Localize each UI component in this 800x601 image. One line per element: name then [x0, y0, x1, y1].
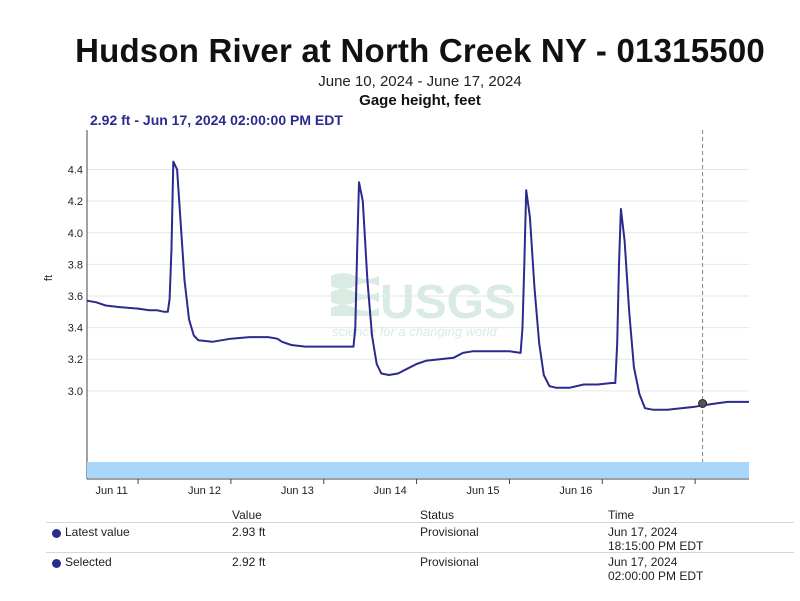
- grid-lines: [87, 169, 749, 392]
- row-value: 2.92 ft: [232, 555, 266, 569]
- x-tick-label: Jun 17: [652, 485, 685, 497]
- row-time-date: Jun 17, 2024: [608, 525, 678, 539]
- y-tick-label: 4.2: [68, 196, 83, 208]
- date-range: June 10, 2024 - June 17, 2024: [318, 73, 522, 90]
- parameter-label: Gage height, feet: [359, 92, 481, 109]
- row-time-date: Jun 17, 2024: [608, 555, 678, 569]
- series-dot-icon: [52, 559, 61, 568]
- x-tick-label: Jun 13: [281, 485, 314, 497]
- row-status: Provisional: [420, 525, 479, 539]
- y-tick-label: 3.8: [68, 259, 83, 271]
- x-tick-labels: Jun 11 Jun 12 Jun 13 Jun 14 Jun 15 Jun 16 Jun …: [96, 479, 696, 497]
- x-tick-label: Jun 14: [374, 485, 407, 497]
- x-tick-label: Jun 15: [467, 485, 500, 497]
- y-tick-label: 4.0: [68, 228, 83, 240]
- y-tick-label: 4.4: [68, 165, 83, 177]
- y-axis-label: ft: [43, 275, 55, 281]
- table-header: Value Status Time: [46, 508, 794, 522]
- values-table: Value Status Time Latest value 2.93 ft P…: [46, 508, 794, 583]
- header-status: Status: [420, 508, 455, 522]
- y-tick-labels: 3.0 3.2 3.4 3.6 3.8 4.0 4.2 4.4: [68, 165, 83, 398]
- x-tick-label: Jun 11: [96, 485, 128, 497]
- row-status: Provisional: [420, 555, 479, 569]
- selected-readout: 2.92 ft - Jun 17, 2024 02:00:00 PM EDT: [90, 112, 343, 128]
- table-row[interactable]: Selected 2.92 ft Provisional Jun 17, 202…: [46, 552, 794, 583]
- series-dot-icon: [52, 529, 61, 538]
- watermark-logo-text: USGS: [380, 276, 516, 329]
- y-tick-label: 3.2: [68, 354, 83, 366]
- x-tick-label: Jun 12: [188, 485, 221, 497]
- row-time-clock: 18:15:00 PM EDT: [608, 539, 704, 553]
- watermark-tagline: science for a changing world: [332, 324, 498, 339]
- y-tick-label: 3.4: [68, 323, 83, 335]
- row-value: 2.93 ft: [232, 525, 266, 539]
- header-value: Value: [232, 508, 262, 522]
- series-line-gage-height[interactable]: [86, 160, 749, 411]
- table-row[interactable]: Latest value 2.93 ft Provisional Jun 17,…: [46, 522, 794, 553]
- selected-point-marker[interactable]: [698, 399, 708, 409]
- page-title: Hudson River at North Creek NY - 0131550…: [75, 32, 765, 69]
- row-time-clock: 02:00:00 PM EDT: [608, 569, 704, 583]
- y-tick-label: 3.6: [68, 291, 83, 303]
- usgs-watermark: USGS science for a changing world: [331, 273, 516, 339]
- header-time: Time: [608, 508, 635, 522]
- x-tick-label: Jun 16: [559, 485, 592, 497]
- row-label: Selected: [65, 555, 112, 569]
- y-tick-label: 3.0: [68, 386, 83, 398]
- row-label: Latest value: [65, 525, 130, 539]
- range-navigator-bar[interactable]: [87, 462, 749, 478]
